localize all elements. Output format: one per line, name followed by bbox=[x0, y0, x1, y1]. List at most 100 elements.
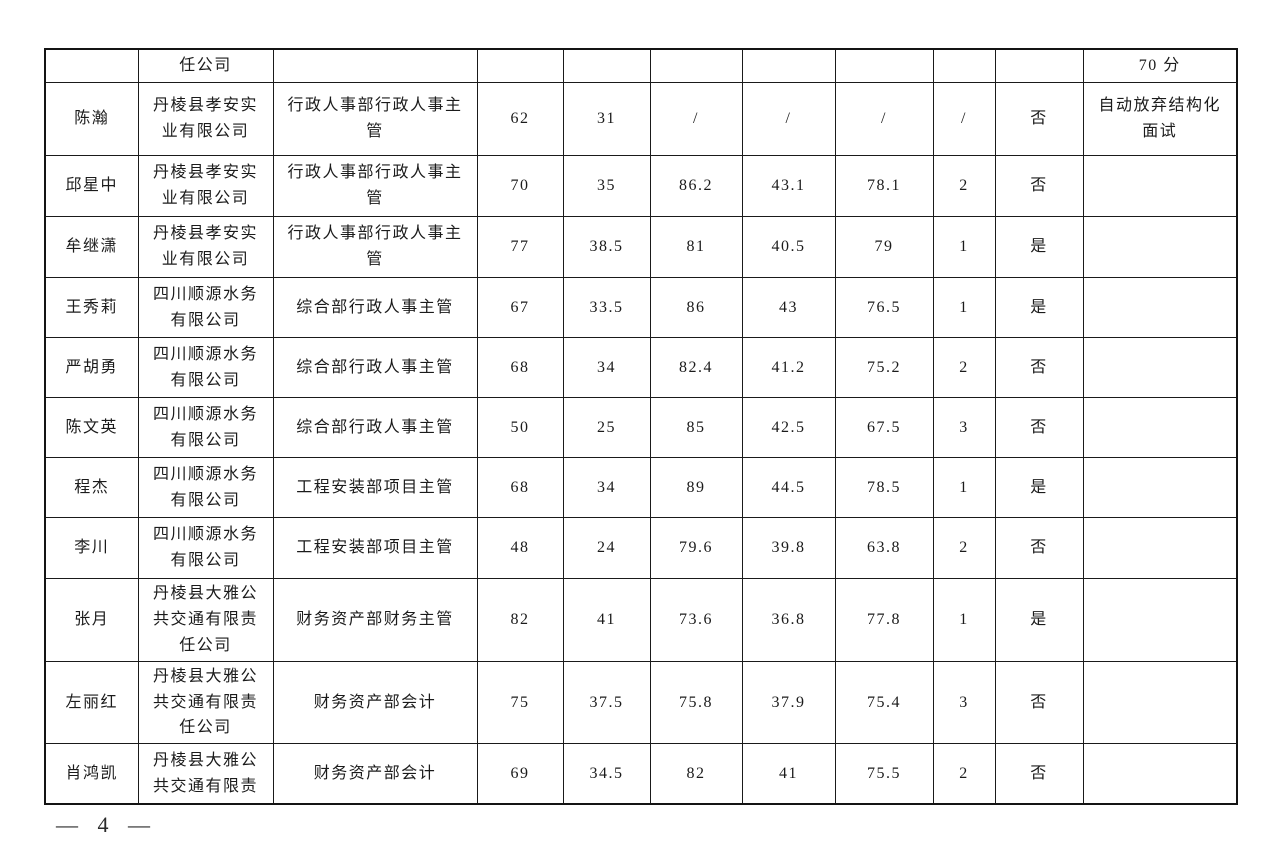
cell-name: 张月 bbox=[44, 578, 139, 662]
cell-remark bbox=[1082, 155, 1238, 217]
cell-qualified: 否 bbox=[994, 743, 1084, 805]
cell-position: 工程安装部项目主管 bbox=[272, 457, 478, 518]
cell-interview-score: 86.2 bbox=[649, 155, 743, 217]
cell-total-score: 78.5 bbox=[834, 457, 934, 518]
cell-interview-score: 81 bbox=[649, 216, 743, 278]
cell-position: 财务资产部财务主管 bbox=[272, 578, 478, 662]
cell-written-weighted: 34 bbox=[562, 457, 651, 518]
table-row: 左丽红 丹棱县大雅公共交通有限责任公司 财务资产部会计 75 37.5 75.8 37.9 7… bbox=[44, 661, 1238, 744]
cell-interview-score: 79.6 bbox=[649, 517, 743, 579]
cell-remark bbox=[1082, 457, 1238, 518]
cell-qualified: 是 bbox=[994, 578, 1084, 662]
cell-interview-score: 75.8 bbox=[649, 661, 743, 744]
cell-total-score: 75.2 bbox=[834, 337, 934, 398]
cell-name: 李川 bbox=[44, 517, 139, 579]
cell-name: 邱星中 bbox=[44, 155, 139, 217]
table-row: 陈瀚 丹棱县孝安实业有限公司 行政人事部行政人事主管 62 31// / / 否自动放弃结构化… bbox=[44, 82, 1238, 156]
cell-total-score: 63.8 bbox=[834, 517, 934, 579]
cell-interview-weighted: 43.1 bbox=[741, 155, 836, 217]
cell-written-score: 68 bbox=[476, 457, 564, 518]
cell-interview-score: 82 bbox=[649, 743, 743, 805]
cell-qualified: 否 bbox=[994, 337, 1084, 398]
cell-qualified: 否 bbox=[994, 397, 1084, 458]
cell-position: 行政人事部行政人事主管 bbox=[272, 82, 478, 156]
cell-remark bbox=[1082, 578, 1238, 662]
cell-position: 财务资产部会计 bbox=[272, 743, 478, 805]
cell-qualified: 否 bbox=[994, 517, 1084, 579]
cell-rank: 2 bbox=[932, 517, 996, 579]
cell-interview-score: 86 bbox=[649, 277, 743, 338]
cell-rank: 2 bbox=[932, 155, 996, 217]
cell-interview-weighted: 42.5 bbox=[741, 397, 836, 458]
cell-remark bbox=[1082, 397, 1238, 458]
table-row: 邱星中 丹棱县孝安实业有限公司 行政人事部行政人事主管 70 35 86.2 43.1 78.… bbox=[44, 155, 1238, 217]
cell-company: 丹棱县孝安实业有限公司 bbox=[137, 216, 274, 278]
header-cell-empty bbox=[932, 48, 996, 83]
cell-position: 综合部行政人事主管 bbox=[272, 277, 478, 338]
cell-rank: / bbox=[932, 82, 996, 156]
cell-interview-weighted: 43 bbox=[741, 277, 836, 338]
cell-remark bbox=[1082, 517, 1238, 579]
cell-total-score: / bbox=[834, 82, 934, 156]
table-row: 严胡勇 四川顺源水务有限公司 综合部行政人事主管 68 34 82.4 41.2 75.2 2 否 bbox=[44, 337, 1238, 398]
cell-interview-score: 85 bbox=[649, 397, 743, 458]
cell-name: 严胡勇 bbox=[44, 337, 139, 398]
cell-total-score: 77.8 bbox=[834, 578, 934, 662]
table-row: 张月 丹棱县大雅公共交通有限责任公司 财务资产部财务主管 82 41 73.6 36.8 77… bbox=[44, 578, 1238, 662]
cell-interview-weighted: 44.5 bbox=[741, 457, 836, 518]
cell-rank: 3 bbox=[932, 397, 996, 458]
cell-interview-score: 82.4 bbox=[649, 337, 743, 398]
cell-written-weighted: 33.5 bbox=[562, 277, 651, 338]
cell-written-weighted: 38.5 bbox=[562, 216, 651, 278]
cell-company: 丹棱县大雅公共交通有限责任公司 bbox=[137, 661, 274, 744]
cell-written-score: 62 bbox=[476, 82, 564, 156]
cell-interview-weighted: 39.8 bbox=[741, 517, 836, 579]
cell-company: 四川顺源水务有限公司 bbox=[137, 277, 274, 338]
cell-company: 丹棱县孝安实业有限公司 bbox=[137, 82, 274, 156]
cell-written-weighted: 41 bbox=[562, 578, 651, 662]
header-cell-empty bbox=[562, 48, 651, 83]
header-cell-empty bbox=[649, 48, 743, 83]
cell-company: 丹棱县孝安实业有限公司 bbox=[137, 155, 274, 217]
cell-written-weighted: 34.5 bbox=[562, 743, 651, 805]
cell-company: 四川顺源水务有限公司 bbox=[137, 397, 274, 458]
cell-total-score: 75.4 bbox=[834, 661, 934, 744]
cell-remark bbox=[1082, 743, 1238, 805]
cell-position: 综合部行政人事主管 bbox=[272, 337, 478, 398]
cell-remark: 自动放弃结构化面试 bbox=[1082, 82, 1238, 156]
cell-name: 陈瀚 bbox=[44, 82, 139, 156]
cell-interview-weighted: 37.9 bbox=[741, 661, 836, 744]
cell-rank: 1 bbox=[932, 457, 996, 518]
cell-remark bbox=[1082, 277, 1238, 338]
cell-rank: 3 bbox=[932, 661, 996, 744]
table-row: 李川 四川顺源水务有限公司 工程安装部项目主管 48 24 79.6 39.8 63.8 2 否 bbox=[44, 517, 1238, 579]
cell-total-score: 75.5 bbox=[834, 743, 934, 805]
cell-qualified: 否 bbox=[994, 82, 1084, 156]
cell-written-score: 67 bbox=[476, 277, 564, 338]
header-cell-empty bbox=[44, 48, 139, 83]
cell-written-score: 68 bbox=[476, 337, 564, 398]
cell-name: 左丽红 bbox=[44, 661, 139, 744]
cell-qualified: 否 bbox=[994, 661, 1084, 744]
table-row: 陈文英 四川顺源水务有限公司 综合部行政人事主管 50 25 85 42.5 67.5 3 否 bbox=[44, 397, 1238, 458]
cell-written-weighted: 37.5 bbox=[562, 661, 651, 744]
cell-written-score: 50 bbox=[476, 397, 564, 458]
cell-company: 四川顺源水务有限公司 bbox=[137, 517, 274, 579]
cell-total-score: 78.1 bbox=[834, 155, 934, 217]
cell-qualified: 是 bbox=[994, 216, 1084, 278]
cell-rank: 1 bbox=[932, 277, 996, 338]
cell-position: 行政人事部行政人事主管 bbox=[272, 216, 478, 278]
cell-company: 四川顺源水务有限公司 bbox=[137, 457, 274, 518]
cell-position: 工程安装部项目主管 bbox=[272, 517, 478, 579]
cell-company: 四川顺源水务有限公司 bbox=[137, 337, 274, 398]
header-cell-empty bbox=[834, 48, 934, 83]
cell-written-score: 75 bbox=[476, 661, 564, 744]
cell-qualified: 是 bbox=[994, 457, 1084, 518]
cell-total-score: 67.5 bbox=[834, 397, 934, 458]
header-cell-company-fragment: 任公司 bbox=[137, 48, 274, 83]
cell-written-weighted: 24 bbox=[562, 517, 651, 579]
cell-name: 陈文英 bbox=[44, 397, 139, 458]
table-row: 王秀莉 四川顺源水务有限公司 综合部行政人事主管 67 33.5 86 43 76.5 1 是 bbox=[44, 277, 1238, 338]
cell-rank: 2 bbox=[932, 337, 996, 398]
